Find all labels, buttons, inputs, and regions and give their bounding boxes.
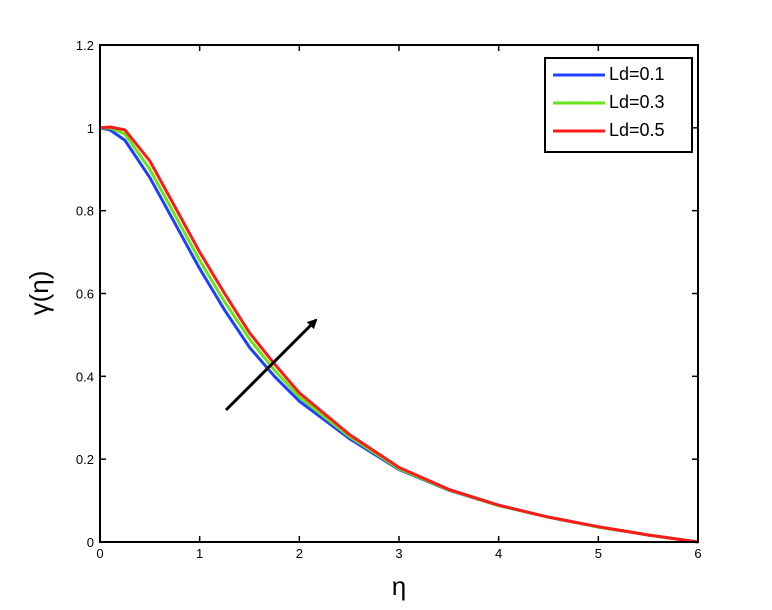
y-axis-label: γ(η) [24, 271, 54, 316]
y-tick-label: 0.6 [76, 287, 94, 302]
arrow [224, 318, 318, 412]
legend-label: Ld=0.3 [609, 92, 665, 112]
x-tick-label: 0 [96, 546, 103, 561]
y-tick-label: 0.8 [76, 204, 94, 219]
x-tick-label: 6 [694, 546, 701, 561]
x-tick-label: 1 [196, 546, 203, 561]
y-tick-label: 0.2 [76, 452, 94, 467]
y-tick-label: 1.2 [76, 38, 94, 53]
legend-label: Ld=0.1 [609, 64, 665, 84]
y-tick-label: 0 [87, 535, 94, 550]
x-tick-label: 3 [395, 546, 402, 561]
y-tick-label: 1 [87, 121, 94, 136]
line-series [99, 126, 699, 544]
line-series [99, 125, 699, 544]
x-tick-label: 5 [595, 546, 602, 561]
legend-label: Ld=0.5 [609, 120, 665, 140]
y-tick-label: 0.4 [76, 369, 94, 384]
x-tick-label: 2 [296, 546, 303, 561]
x-tick-label: 4 [495, 546, 502, 561]
line-series [100, 126, 699, 544]
x-axis-label: η [392, 571, 406, 601]
axes-box [99, 44, 699, 543]
